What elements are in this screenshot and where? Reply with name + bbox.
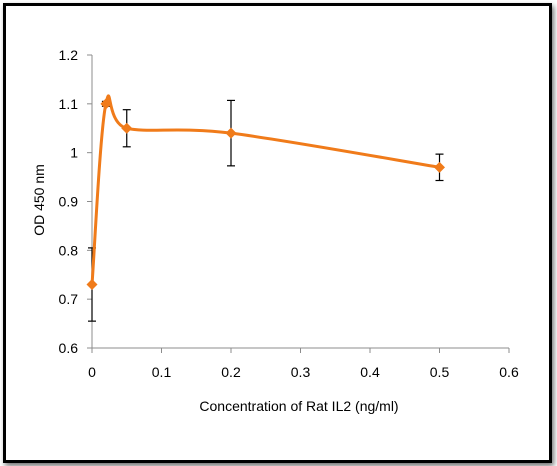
y-tick-label: 0.7 — [59, 291, 79, 307]
x-tick-label: 0.6 — [499, 364, 519, 380]
y-tick-label: 1.2 — [59, 47, 79, 63]
y-axis-title: OD 450 nm — [31, 164, 47, 236]
y-tick-label: 0.6 — [59, 340, 79, 356]
data-point — [100, 98, 112, 110]
y-tick-label: 1 — [70, 145, 78, 161]
y-tick-label: 0.9 — [59, 194, 79, 210]
x-tick-label: 0.2 — [221, 364, 241, 380]
x-tick-label: 0 — [88, 364, 96, 380]
series-line — [90, 94, 440, 285]
y-tick-label: 1.1 — [59, 96, 79, 112]
x-tick-label: 0.4 — [360, 364, 380, 380]
data-point — [121, 122, 133, 134]
data-point — [86, 279, 98, 291]
x-tick-label: 0.5 — [430, 364, 450, 380]
data-point — [225, 127, 237, 139]
y-tick-label: 0.8 — [59, 242, 79, 258]
x-axis-title: Concentration of Rat IL2 (ng/ml) — [199, 398, 398, 414]
x-tick-label: 0.3 — [291, 364, 311, 380]
data-point — [434, 161, 445, 173]
x-tick-label: 0.1 — [152, 364, 172, 380]
